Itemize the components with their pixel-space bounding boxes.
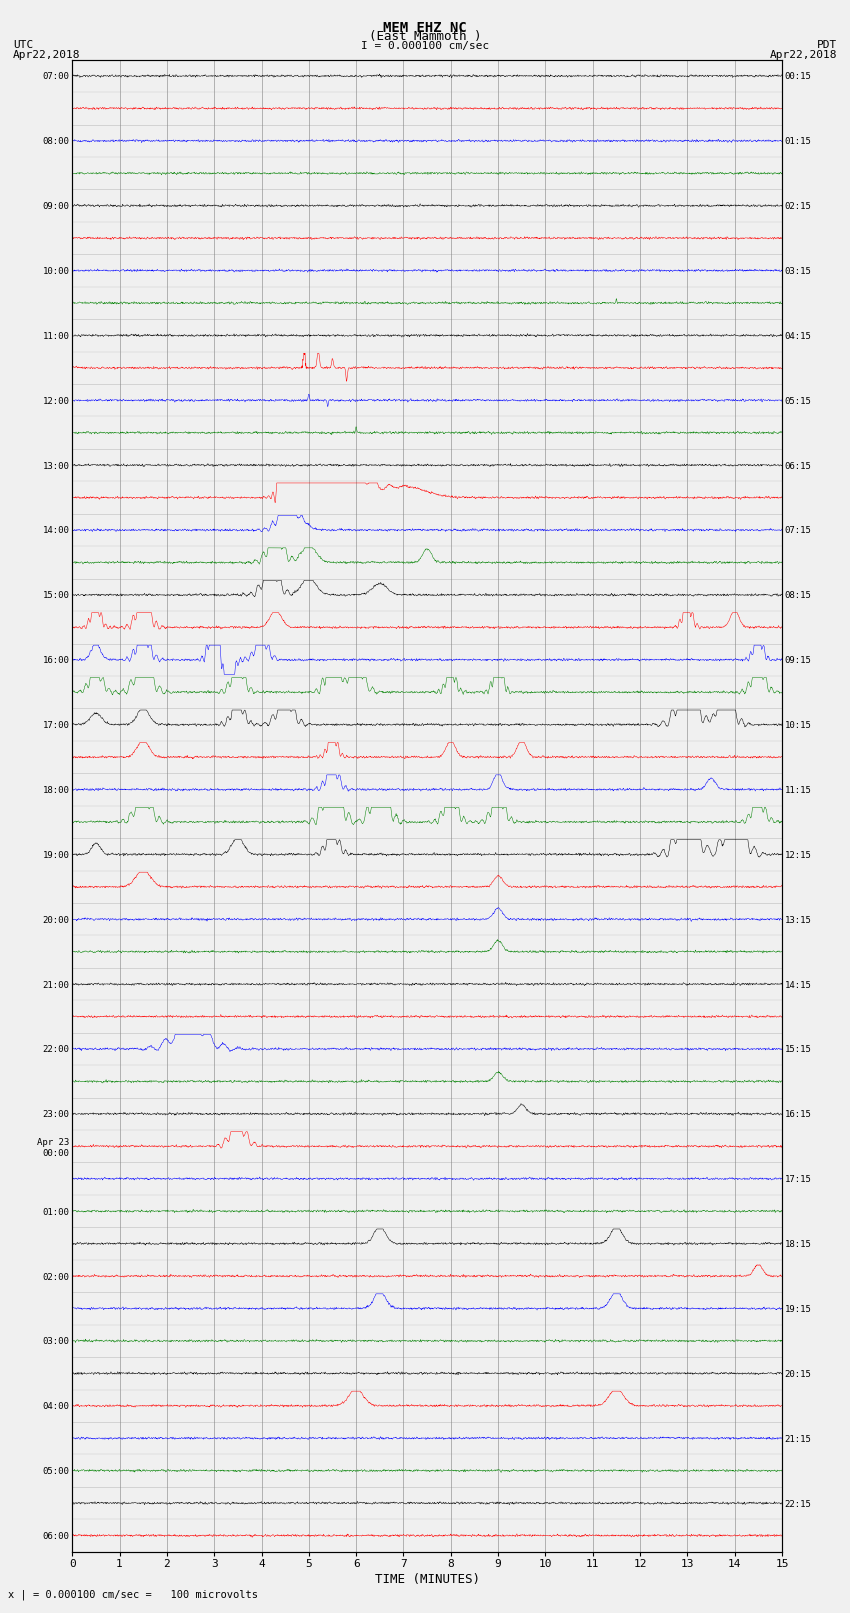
- Text: MEM EHZ NC: MEM EHZ NC: [383, 21, 467, 35]
- Text: UTC: UTC: [13, 40, 33, 50]
- Text: Apr22,2018: Apr22,2018: [13, 50, 80, 60]
- X-axis label: TIME (MINUTES): TIME (MINUTES): [375, 1573, 479, 1586]
- Text: x | = 0.000100 cm/sec =   100 microvolts: x | = 0.000100 cm/sec = 100 microvolts: [8, 1589, 258, 1600]
- Text: (East Mammoth ): (East Mammoth ): [369, 29, 481, 44]
- Text: Apr22,2018: Apr22,2018: [770, 50, 837, 60]
- Text: PDT: PDT: [817, 40, 837, 50]
- Text: I = 0.000100 cm/sec: I = 0.000100 cm/sec: [361, 40, 489, 50]
